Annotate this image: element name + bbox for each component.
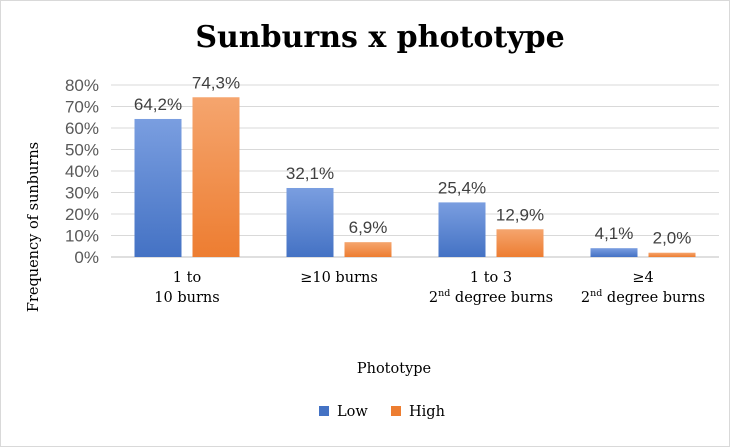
data-labels: 64,2% 32,1% 25,4% 4,1% 74,3% 6,9% 12,9% 2,0%	[134, 73, 691, 247]
category-label: 2nd degree burns	[429, 288, 553, 306]
category-label: ≥4	[632, 270, 653, 286]
bar-high-2	[496, 229, 544, 257]
category-label: 1 to	[173, 270, 201, 286]
y-tick-label: 20%	[65, 205, 99, 224]
y-tick-label: 10%	[65, 227, 99, 246]
y-tick-label: 80%	[65, 76, 99, 95]
y-tick-label: 60%	[65, 119, 99, 138]
data-label: 6,9%	[349, 218, 388, 237]
y-tick-label: 0%	[74, 248, 99, 267]
y-tick-label: 30%	[65, 184, 99, 203]
legend: Low High	[319, 404, 445, 420]
y-axis-title: Frequency of sunburns	[26, 142, 42, 312]
category-label: 1 to 3	[470, 270, 512, 286]
data-label: 2,0%	[653, 229, 692, 248]
category-label: ≥10 burns	[300, 270, 378, 286]
y-axis-ticks: 0% 10% 20% 30% 40% 50% 60% 70% 80%	[65, 76, 99, 267]
bar-low-0	[134, 118, 182, 257]
bar-low-2	[438, 202, 486, 257]
legend-swatch-high	[391, 406, 401, 416]
data-label: 32,1%	[286, 164, 334, 183]
bars	[134, 97, 696, 257]
x-axis-categories: 1 to 10 burns ≥10 burns 1 to 3 2nd degree bu…	[154, 270, 705, 306]
bar-high-0	[192, 97, 240, 257]
category-label: 10 burns	[154, 290, 219, 306]
legend-label-high: High	[409, 404, 445, 420]
data-label: 25,4%	[438, 178, 486, 197]
y-tick-label: 50%	[65, 141, 99, 160]
bar-high-1	[344, 242, 392, 257]
data-label: 12,9%	[496, 205, 544, 224]
legend-label-low: Low	[337, 404, 368, 420]
bar-high-3	[648, 252, 696, 257]
x-axis-title: Phototype	[357, 361, 431, 377]
data-label: 4,1%	[595, 224, 634, 243]
legend-swatch-low	[319, 406, 329, 416]
bar-low-1	[286, 187, 334, 257]
chart-title: Sunburns x phototype	[195, 20, 564, 55]
bar-low-3	[590, 248, 638, 257]
data-label: 64,2%	[134, 95, 182, 114]
y-tick-label: 70%	[65, 98, 99, 117]
category-label: 2nd degree burns	[581, 288, 705, 306]
data-label: 74,3%	[192, 73, 240, 92]
y-tick-label: 40%	[65, 162, 99, 181]
